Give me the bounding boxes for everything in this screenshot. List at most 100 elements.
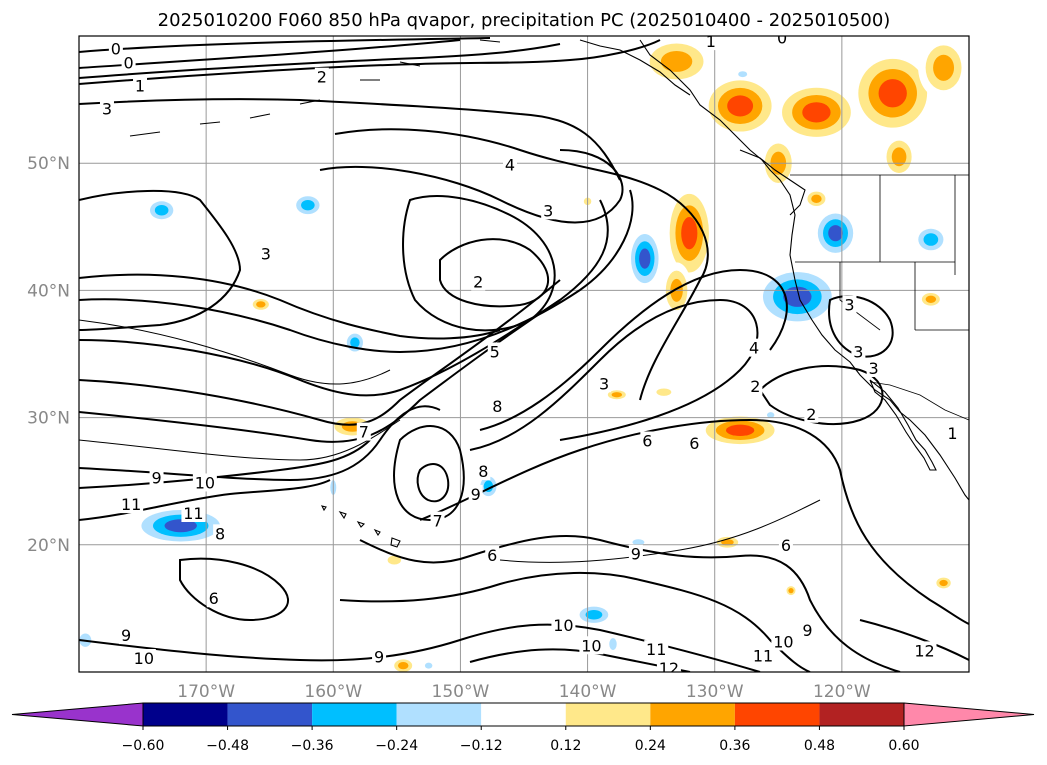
contour-label: 10 (773, 632, 793, 651)
contour-label: 3 (261, 245, 271, 264)
lat-tick-label: 40°N (27, 281, 70, 301)
contour-3-interior (828, 295, 894, 358)
colorbar-tick-label: 0.48 (804, 738, 835, 754)
contour-6-a (79, 199, 609, 397)
contour-label: 3 (844, 295, 854, 314)
contour-label-bg (356, 422, 371, 441)
contour-label-bg (748, 376, 763, 395)
contour-label: 1 (947, 424, 957, 443)
colorbar: −0.60 −0.48 −0.36 −0.24 −0.12 0.12 0.24 0.36 0.4… (11, 702, 1035, 754)
contour-label-bg (206, 589, 221, 608)
gridlines (79, 36, 969, 672)
precip-cell (788, 587, 794, 594)
contour-label: 6 (209, 589, 219, 608)
contour-label-bg (503, 155, 518, 174)
contour-label-bg (842, 295, 857, 314)
precip-cell (639, 248, 651, 269)
contour-label-bg (133, 76, 148, 95)
contour-label-bg (866, 358, 881, 377)
contour-label-bg (541, 201, 556, 220)
contour-label: 1 (135, 77, 145, 96)
latitude-tick-labels: 50°N 40°N 30°N 20°N (27, 154, 70, 556)
contour-4-east (479, 268, 788, 431)
lon-tick-label: 150°W (432, 682, 490, 702)
contour-label-bg (579, 636, 604, 655)
contour-8-loop (393, 425, 465, 522)
colorbar-segment (565, 703, 651, 726)
precip-shading-layer (79, 36, 969, 672)
contour-label: 0 (777, 28, 787, 47)
colorbar-tick-label: −0.36 (291, 738, 334, 754)
contour-label: 9 (374, 648, 384, 667)
contour-11 (79, 479, 331, 521)
contour-label: 12 (914, 641, 934, 660)
contour-label-bg (778, 535, 793, 554)
colorbar-segment (143, 703, 228, 726)
contour-label-bg (551, 615, 576, 634)
contour-label: 5 (490, 342, 500, 361)
map-title: 2025010200 F060 850 hPa qvapor, precipit… (158, 10, 891, 31)
colorbar-tick-label: 0.36 (719, 738, 750, 754)
coastline-hawaii (320, 505, 401, 548)
contour-2-loop (439, 238, 550, 308)
colorbar-extend-high (903, 702, 1035, 727)
colorbar-tick-label: −0.24 (375, 738, 418, 754)
contour-label-bg (99, 99, 114, 118)
lat-tick-label: 30°N (27, 409, 70, 429)
precip-cell (656, 388, 672, 396)
contour-label-bg (258, 244, 273, 263)
contour-label-bg (119, 626, 134, 645)
contour-label-bg (628, 544, 643, 563)
coastline-bc-coast (739, 149, 806, 216)
colorbar-segment (650, 703, 735, 726)
colorbar-outline (142, 702, 905, 727)
contour-6-east (419, 418, 969, 625)
contour-label-bg (121, 53, 136, 72)
precip-cell (154, 205, 169, 216)
contour-label: 6 (781, 536, 791, 555)
precip-cell (783, 286, 812, 307)
contour-label: 6 (487, 546, 497, 565)
precip-cell (933, 54, 955, 81)
contour-4 (334, 128, 709, 401)
contour-label: 3 (543, 201, 553, 220)
contour-label-bg (945, 423, 960, 442)
precip-cell (609, 638, 617, 650)
precip-cell (891, 147, 907, 167)
contour-thin-a (79, 319, 391, 385)
contour-label-bg (149, 468, 164, 487)
longitude-tick-labels: 170°W 160°W 150°W 140°W 130°W 120°W (177, 682, 871, 702)
contour-label: 10 (195, 473, 215, 492)
precip-cell (766, 412, 775, 419)
contour-label: 0 (123, 54, 133, 73)
contour-label-bg (476, 462, 491, 481)
contour-label: 10 (581, 636, 601, 655)
colorbar-tick-label: 0.60 (888, 738, 919, 754)
contour-3 (319, 149, 624, 224)
contour-label-bg (640, 431, 655, 450)
contour-label-bg (800, 621, 815, 640)
contour-label: 7 (359, 423, 369, 442)
contour-label-bg (430, 511, 445, 530)
colorbar-segment (312, 703, 397, 726)
thin-contours (79, 319, 821, 563)
contour-label: 4 (505, 155, 515, 174)
contour-label-bg (487, 342, 502, 361)
contour-label: 9 (121, 626, 131, 645)
lon-tick-label: 120°W (813, 682, 871, 702)
precip-cell (721, 539, 734, 546)
contour-6-sw (179, 557, 290, 622)
contour-label-bg (703, 36, 718, 51)
contour-9-a (79, 405, 441, 482)
colorbar-segment (734, 703, 820, 726)
precip-cell (424, 662, 433, 669)
lon-tick-label: 160°W (304, 682, 362, 702)
contour-label-bg (213, 524, 228, 543)
contour-label-bg (687, 434, 702, 453)
contour-label-bg (804, 404, 819, 423)
contour-3-west (79, 190, 242, 331)
contour-3-north (79, 98, 621, 181)
contour-label: 3 (869, 359, 879, 378)
